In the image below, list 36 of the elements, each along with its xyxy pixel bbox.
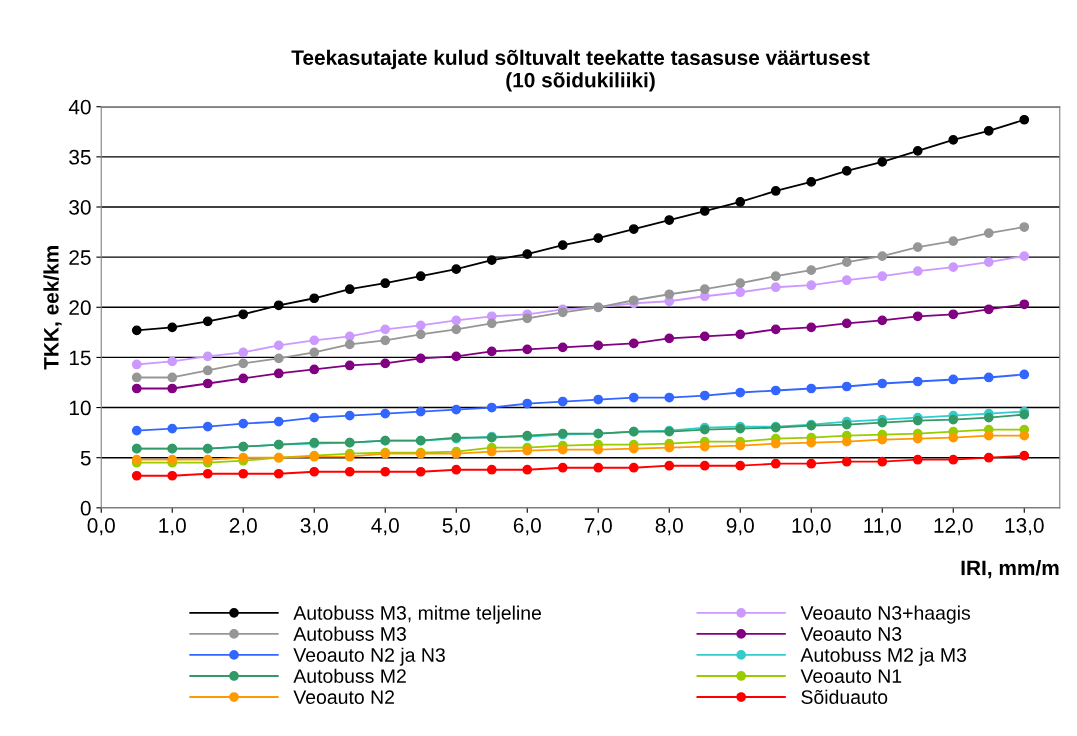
y-tick-label: 5 — [80, 450, 91, 466]
y-tick-label: 10 — [69, 400, 91, 416]
x-tick-label: 3,0 — [300, 518, 328, 536]
x-tick-label: 12,0 — [934, 518, 973, 536]
x-tick-label: 2,0 — [229, 518, 257, 536]
legend-label: Veoauto N2 — [293, 690, 394, 705]
x-tick-label: 6,0 — [513, 518, 541, 536]
y-axis-title: TKK, eek/km — [43, 246, 62, 370]
y-tick-label: 15 — [69, 350, 91, 366]
chart-title: Teekasutajate kulud sõltuvalt teekatte tasasuse väärtusest (10 sõidukiliiki) — [291, 49, 870, 92]
legend-label: Autobuss M3, mitme teljeline — [293, 605, 542, 624]
y-tick-label: 20 — [69, 300, 91, 316]
x-tick-label: 11,0 — [864, 518, 901, 536]
y-tick-label: 30 — [69, 200, 91, 215]
x-tick-label: 7,0 — [584, 518, 612, 536]
legend-label: Veoauto N3+haagis — [800, 605, 971, 624]
y-tick-label: 0 — [80, 500, 91, 516]
x-tick-label: 9,0 — [726, 518, 754, 536]
x-tick-label: 4,0 — [371, 518, 399, 536]
x-tick-label: 8,0 — [655, 518, 683, 536]
x-tick-label: 5,0 — [442, 518, 470, 536]
legend-label: Veoauto N2 ja N3 — [293, 647, 445, 666]
x-tick-label: 1,0 — [159, 518, 186, 536]
legend-label: Veoauto N1 — [800, 669, 902, 683]
legend-label: Sõiduauto — [801, 689, 888, 705]
x-axis-title: IRI, mm/m — [961, 559, 1059, 579]
y-tick-label: 40 — [68, 99, 91, 115]
x-tick-label: 10,0 — [792, 518, 831, 536]
y-tick-label: 25 — [69, 250, 91, 265]
x-tick-label: 0,0 — [87, 518, 115, 536]
x-tick-label: 13,0 — [1005, 518, 1044, 536]
legend-label: Autobuss M2 — [293, 668, 406, 683]
y-tick-label: 35 — [69, 149, 91, 165]
legend-label: Veoauto N3 — [800, 627, 902, 641]
legend-label: Autobuss M3 — [293, 626, 406, 641]
legend-label: Autobuss M2 ja M3 — [800, 647, 967, 666]
